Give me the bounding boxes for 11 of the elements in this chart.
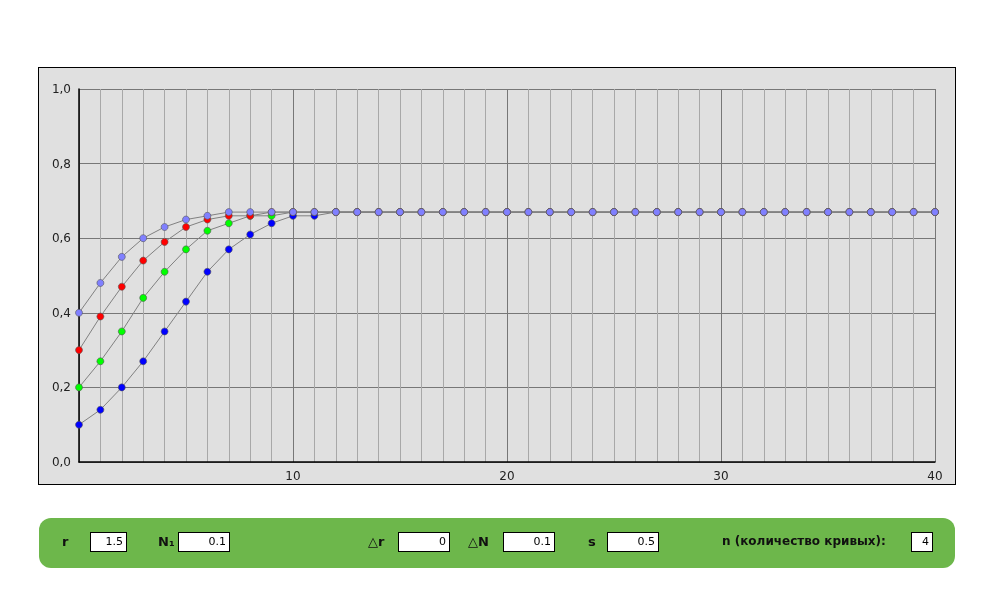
y-tick-label: 1,0 <box>51 82 71 96</box>
x-tick-label: 40 <box>927 469 943 483</box>
y-tick-label: 0,2 <box>51 380 71 395</box>
y-tick-label: 0,0 <box>51 455 71 469</box>
control-panel: r 1.5 N₁ 0.1 △r 0 △N 0.1 s 0.5 n (количество кривых): 4 <box>39 518 955 568</box>
y-tick-label: 0,6 <box>51 231 71 246</box>
x-tick-label: 30 <box>713 469 729 483</box>
x-tick-label: 10 <box>285 469 301 483</box>
y-tick-label: 0,8 <box>51 156 71 171</box>
y-tick-label: 0,4 <box>51 305 71 320</box>
x-tick-label: 20 <box>499 469 515 483</box>
